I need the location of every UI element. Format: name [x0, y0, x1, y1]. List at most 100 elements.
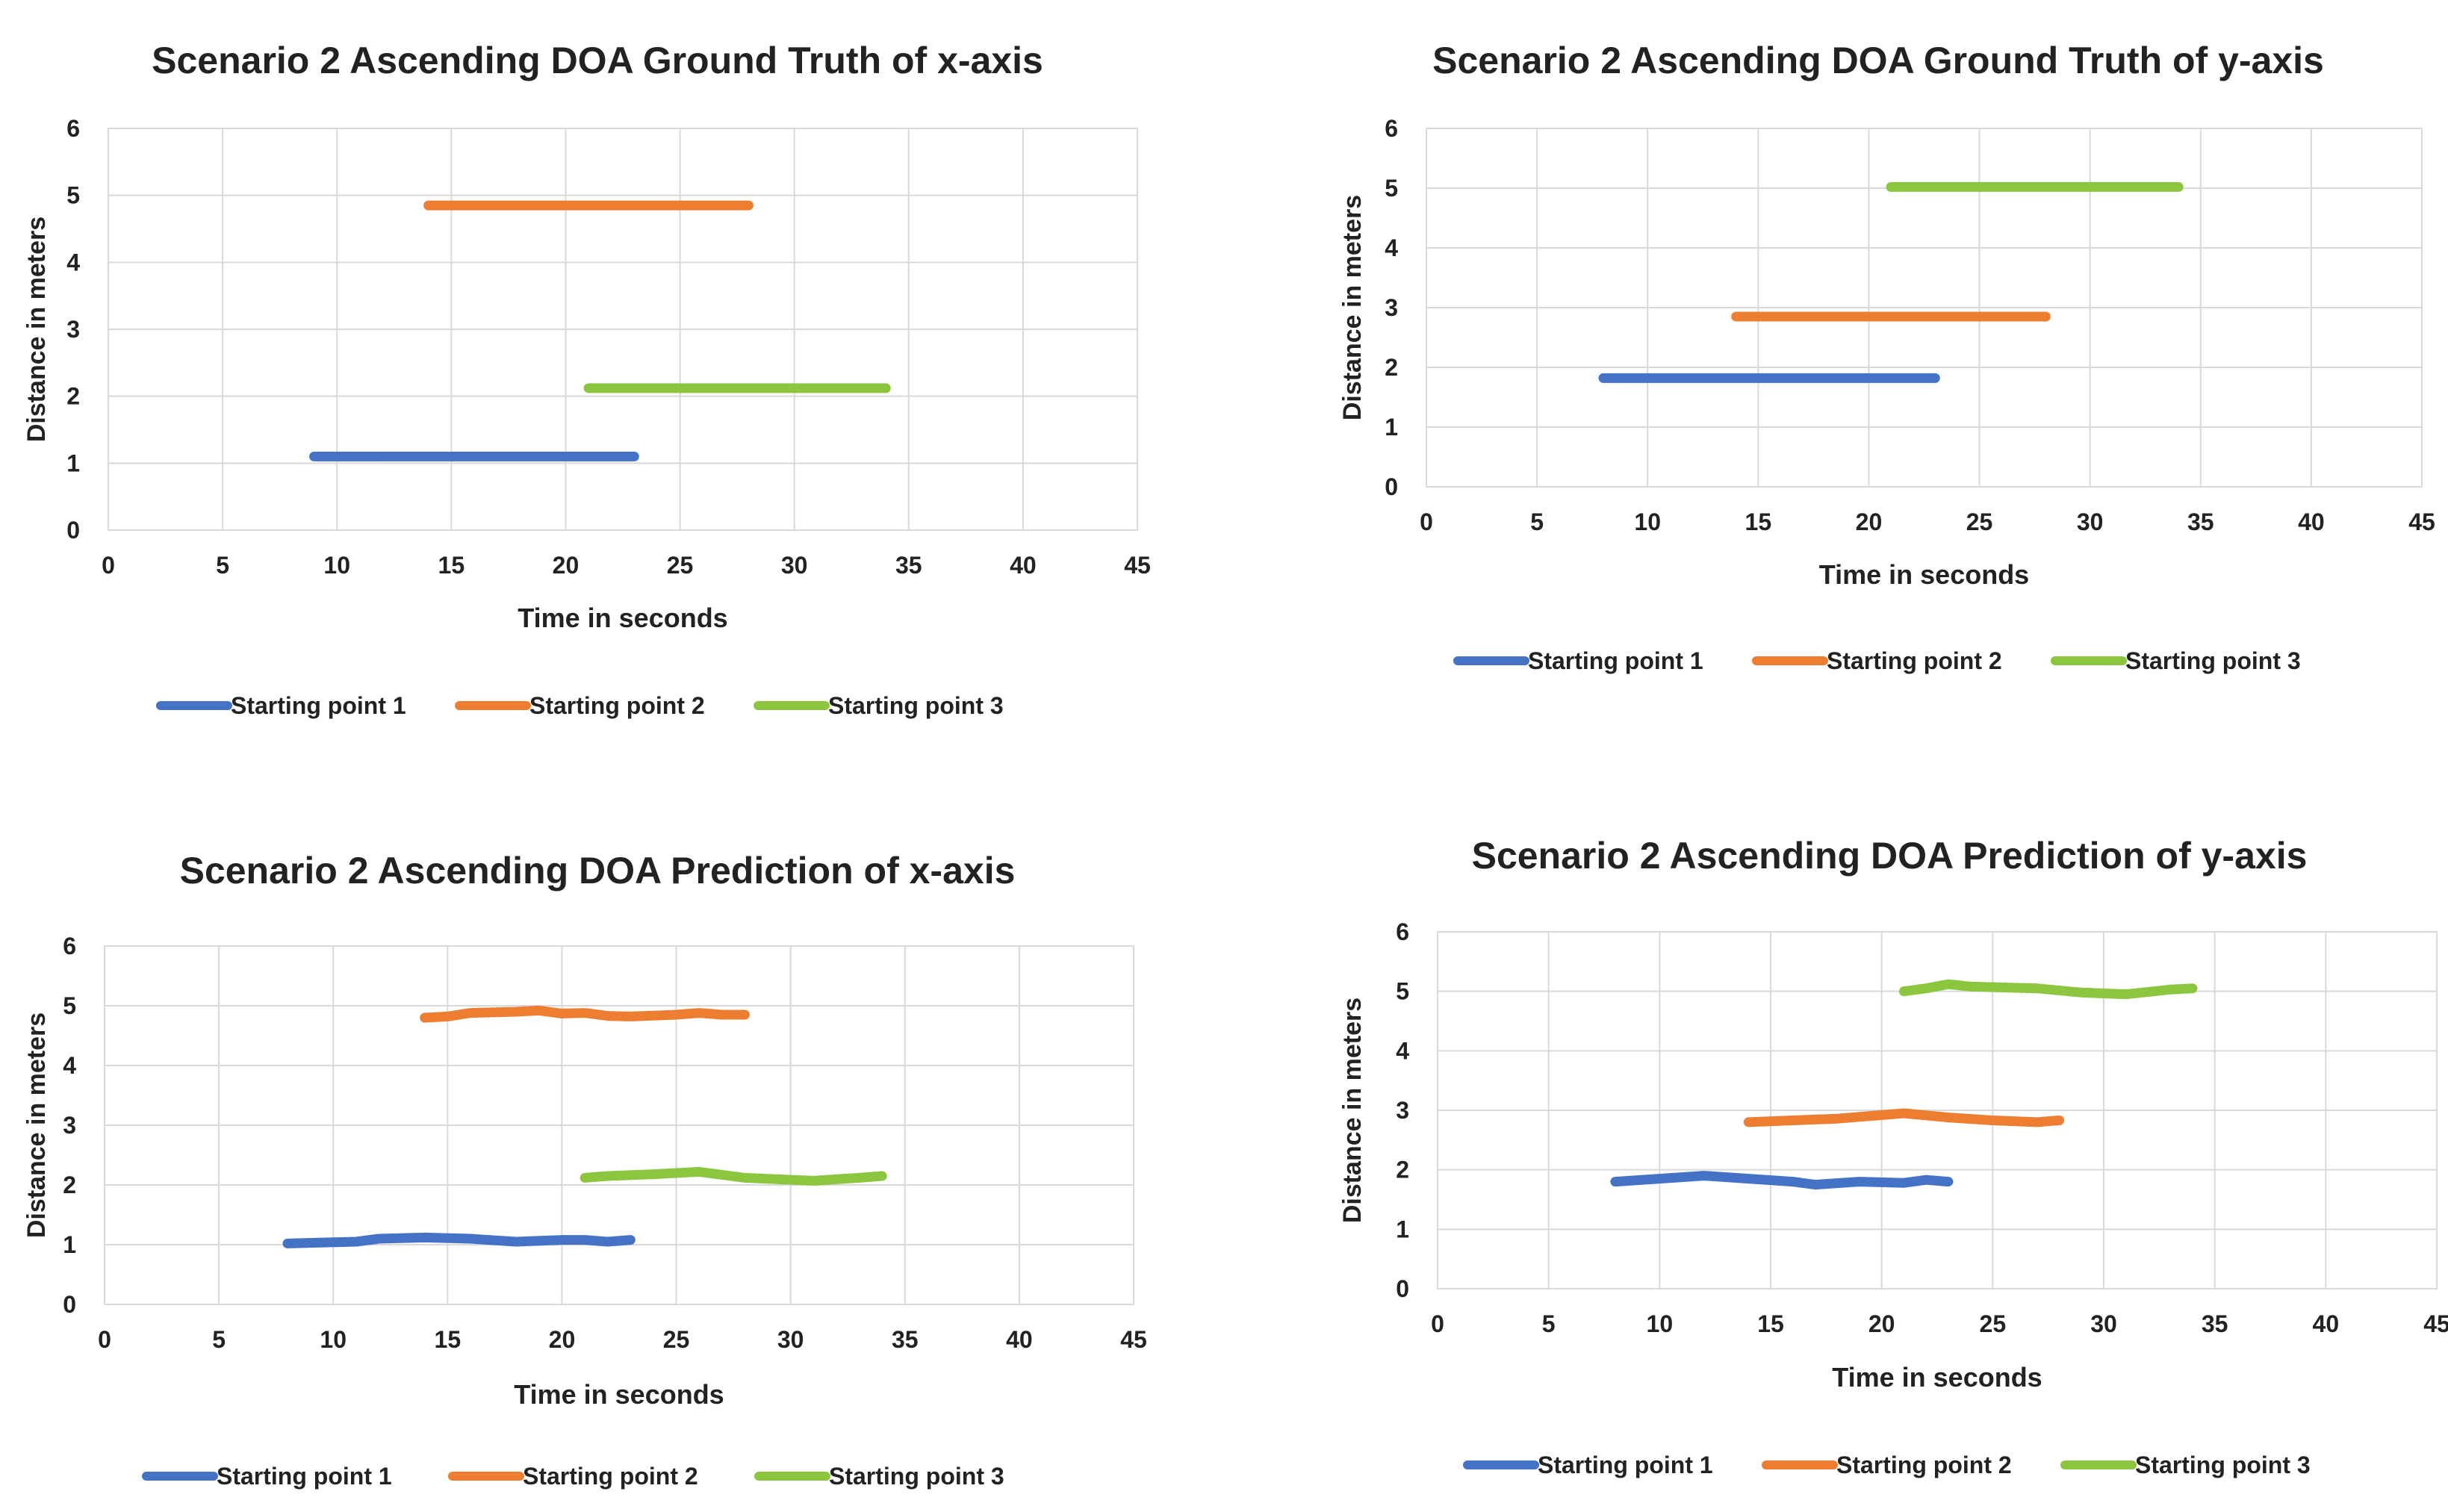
x-tick-label: 25	[1966, 508, 1993, 535]
series-line-2	[420, 1005, 750, 1023]
x-tick-label: 15	[1745, 508, 1772, 535]
y-tick-label: 1	[63, 1231, 76, 1258]
y-tick-label: 6	[1396, 918, 1409, 945]
x-tick-label: 10	[1647, 1310, 1674, 1337]
y-tick-label: 3	[1396, 1097, 1409, 1124]
y-tick-label: 1	[1385, 414, 1398, 441]
y-tick-label: 6	[1385, 115, 1398, 142]
chart-gt-y: Scenario 2 Ascending DOA Ground Truth of…	[1314, 0, 2448, 717]
legend-label-2: Starting point 2	[529, 692, 705, 719]
y-axis-label: Distance in meters	[1338, 195, 1367, 420]
x-tick-label: 35	[2202, 1310, 2228, 1337]
y-tick-label: 6	[63, 933, 76, 959]
y-tick-label: 4	[1385, 234, 1398, 261]
y-tick-label: 5	[1385, 175, 1398, 202]
y-tick-label: 4	[63, 1052, 76, 1079]
y-tick-label: 4	[1396, 1037, 1409, 1064]
y-tick-label: 0	[63, 1291, 76, 1318]
legend-label-1: Starting point 1	[231, 692, 406, 719]
x-tick-label: 30	[781, 552, 808, 579]
y-tick-label: 0	[1396, 1275, 1409, 1302]
legend-label-2: Starting point 2	[523, 1463, 698, 1490]
y-tick-label: 5	[63, 992, 76, 1019]
y-tick-label: 1	[66, 449, 80, 476]
x-tick-label: 30	[777, 1326, 804, 1353]
x-tick-label: 5	[216, 552, 229, 579]
x-axis-label: Time in seconds	[518, 603, 727, 633]
x-tick-label: 40	[2313, 1310, 2340, 1337]
x-tick-label: 20	[1856, 508, 1883, 535]
y-tick-label: 3	[63, 1112, 76, 1139]
legend-label-3: Starting point 3	[2125, 647, 2301, 674]
chart-title: Scenario 2 Ascending DOA Prediction of y…	[1472, 835, 2308, 877]
x-axis-label: Time in seconds	[1832, 1362, 2042, 1393]
x-tick-label: 10	[320, 1326, 347, 1353]
x-tick-label: 15	[1757, 1310, 1784, 1337]
x-tick-label: 45	[2408, 508, 2435, 535]
x-tick-label: 25	[667, 552, 694, 579]
series-line-2	[1743, 1108, 2064, 1127]
x-tick-label: 20	[553, 552, 580, 579]
y-tick-label: 2	[66, 383, 80, 410]
y-tick-label: 4	[66, 249, 80, 276]
x-axis-label: Time in seconds	[514, 1379, 724, 1410]
x-tick-label: 15	[435, 1326, 462, 1353]
x-tick-label: 0	[1431, 1310, 1444, 1337]
x-tick-label: 15	[438, 552, 465, 579]
x-tick-label: 45	[1124, 552, 1151, 579]
x-axis-label: Time in seconds	[1819, 559, 2029, 590]
y-tick-label: 0	[1385, 473, 1398, 500]
x-tick-label: 0	[102, 552, 115, 579]
x-tick-label: 0	[98, 1326, 111, 1353]
x-tick-label: 20	[1868, 1310, 1895, 1337]
chart-title: Scenario 2 Ascending DOA Prediction of x…	[180, 850, 1016, 892]
legend-label-3: Starting point 3	[2135, 1452, 2311, 1478]
y-tick-label: 0	[66, 517, 80, 544]
series-line-3	[580, 1166, 887, 1186]
y-tick-label: 3	[66, 316, 80, 343]
x-tick-label: 25	[663, 1326, 690, 1353]
y-tick-label: 5	[1396, 978, 1409, 1005]
chart-gt-x: Scenario 2 Ascending DOA Ground Truth of…	[0, 0, 1224, 756]
y-axis-label: Distance in meters	[22, 1012, 51, 1238]
legend-label-1: Starting point 1	[1528, 647, 1703, 674]
chart-title: Scenario 2 Ascending DOA Ground Truth of…	[152, 40, 1043, 81]
legend-label-2: Starting point 2	[1827, 647, 2002, 674]
series-line-3	[1898, 979, 2198, 1000]
y-tick-label: 1	[1396, 1216, 1409, 1242]
x-tick-label: 5	[1530, 508, 1544, 535]
legend-label-1: Starting point 1	[217, 1463, 392, 1490]
y-tick-label: 2	[1385, 354, 1398, 381]
x-tick-label: 25	[1980, 1310, 2007, 1337]
x-tick-label: 45	[1120, 1326, 1147, 1353]
chart-pred-y: Scenario 2 Ascending DOA Prediction of y…	[1314, 818, 2448, 1512]
x-tick-label: 45	[2423, 1310, 2448, 1337]
x-tick-label: 30	[2090, 1310, 2117, 1337]
series-line-1	[282, 1232, 636, 1248]
y-axis-label: Distance in meters	[1338, 998, 1367, 1223]
x-tick-label: 40	[1006, 1326, 1033, 1353]
legend-label-3: Starting point 3	[828, 692, 1004, 719]
y-tick-label: 3	[1385, 294, 1398, 321]
x-tick-label: 40	[1010, 552, 1037, 579]
x-tick-label: 30	[2077, 508, 2104, 535]
series-line-1	[1610, 1171, 1954, 1190]
x-tick-label: 5	[212, 1326, 226, 1353]
y-tick-label: 5	[66, 182, 80, 209]
x-tick-label: 35	[2187, 508, 2214, 535]
x-tick-label: 5	[1542, 1310, 1556, 1337]
y-tick-label: 6	[66, 115, 80, 142]
legend-label-3: Starting point 3	[829, 1463, 1004, 1490]
y-tick-label: 2	[1396, 1157, 1409, 1183]
legend-label-1: Starting point 1	[1538, 1452, 1713, 1478]
legend-label-2: Starting point 2	[1836, 1452, 2012, 1478]
x-tick-label: 10	[323, 552, 350, 579]
x-tick-label: 10	[1634, 508, 1661, 535]
chart-pred-x: Scenario 2 Ascending DOA Prediction of x…	[0, 818, 1224, 1512]
x-tick-label: 0	[1420, 508, 1433, 535]
y-tick-label: 2	[63, 1172, 76, 1198]
y-axis-label: Distance in meters	[22, 217, 51, 442]
chart-title: Scenario 2 Ascending DOA Ground Truth of…	[1432, 40, 2324, 81]
x-tick-label: 35	[892, 1326, 919, 1353]
x-tick-label: 20	[549, 1326, 576, 1353]
